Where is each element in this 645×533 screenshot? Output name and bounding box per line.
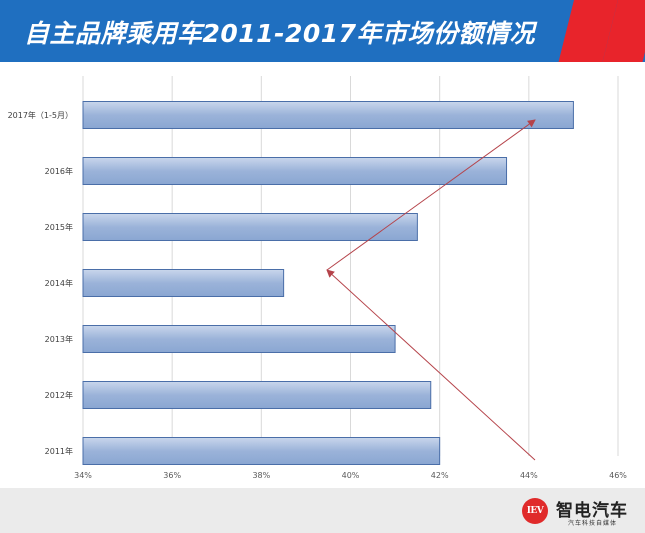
bar — [82, 157, 508, 185]
trend-arrow-up — [326, 119, 536, 271]
bar — [82, 213, 418, 241]
x-tick-label: 42% — [431, 471, 449, 480]
page-title: 自主品牌乘用车2011-2017年市场份额情况 — [24, 19, 536, 48]
category-label: 2013年 — [45, 334, 73, 344]
x-tick-label: 38% — [252, 471, 270, 480]
category-label: 2015年 — [45, 222, 73, 232]
brand-name: 智电汽车 — [556, 501, 628, 521]
category-label: 2016年 — [45, 166, 73, 176]
x-tick-label: 46% — [609, 471, 627, 480]
x-tick-label: 34% — [74, 471, 92, 480]
bar — [82, 101, 574, 129]
bar-chart: 2017年（1-5月） 2016年 2015年 2014年 2013年 2012年 2011… — [8, 76, 627, 480]
category-label: 2017年（1-5月） — [8, 110, 73, 120]
x-tick-label: 40% — [342, 471, 360, 480]
iev-logo-icon: IEV — [522, 498, 548, 524]
category-label: 2012年 — [45, 390, 73, 400]
trend-arrow-down — [326, 269, 536, 461]
x-tick-label: 44% — [520, 471, 538, 480]
brand-tagline: 汽车科技自媒体 — [568, 520, 618, 527]
category-label: 2014年 — [45, 278, 73, 288]
footer-bar: IEV 智电汽车 汽车科技自媒体 — [0, 488, 645, 533]
header-banner: 自主品牌乘用车2011-2017年市场份额情况 — [0, 0, 645, 62]
bar — [82, 325, 396, 353]
category-label: 2011年 — [45, 446, 73, 456]
bar — [82, 381, 432, 409]
bar — [82, 437, 441, 465]
bar — [82, 269, 285, 297]
x-tick-label: 36% — [163, 471, 181, 480]
